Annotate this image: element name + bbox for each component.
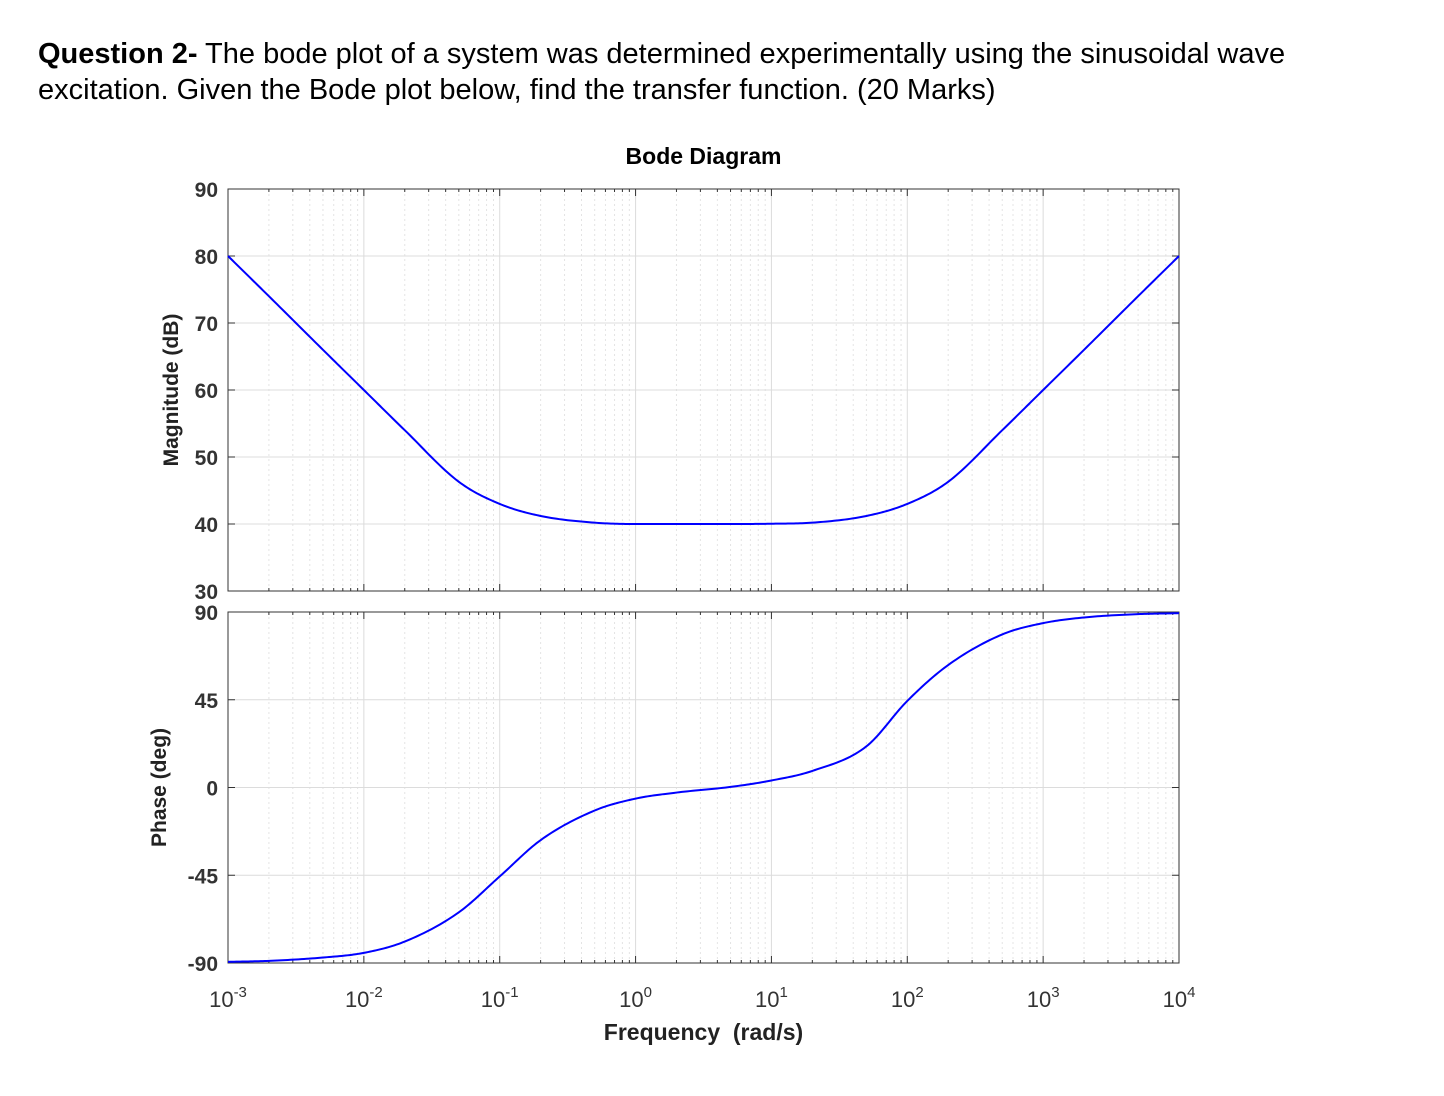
xtick-label: 104	[1163, 984, 1196, 1012]
phase-ytick-label: -45	[188, 865, 219, 888]
phase-series-line	[227, 612, 1180, 963]
phase-ytick-label: -90	[188, 953, 218, 976]
chart-title: Bode Diagram	[626, 143, 782, 169]
xtick-label: 100	[619, 984, 652, 1012]
xtick-label: 10-3	[209, 984, 247, 1012]
magnitude-ytick-label: 60	[195, 380, 218, 403]
phase-axes-frame	[227, 611, 1180, 964]
magnitude-ytick-label: 40	[195, 514, 218, 537]
magnitude-ytick-label: 50	[195, 447, 218, 470]
xtick-label: 102	[891, 984, 924, 1012]
xtick-label: 10-1	[481, 984, 519, 1012]
magnitude-ytick-label: 80	[195, 246, 218, 269]
xlabel: Frequency (rad/s)	[604, 1019, 803, 1045]
phase-ytick-label: 45	[195, 690, 219, 713]
question-label: Question 2-	[38, 38, 198, 70]
phase-ylabel: Phase (deg)	[148, 728, 171, 847]
magnitude-ylabel: Magnitude (dB)	[160, 314, 183, 467]
question-text: Question 2- The bode plot of a system wa…	[38, 36, 1418, 108]
magnitude-ytick-label: 70	[195, 313, 218, 336]
magnitude-ytick-label: 30	[195, 581, 218, 604]
magnitude-ytick-label: 90	[195, 179, 218, 202]
xtick-label: 10-2	[345, 984, 383, 1012]
magnitude-axes-frame	[227, 188, 1180, 592]
question-body: The bode plot of a system was determined…	[38, 38, 1286, 106]
xtick-label: 103	[1027, 984, 1060, 1012]
xtick-label: 101	[755, 984, 788, 1012]
phase-ytick-label: 0	[206, 778, 218, 801]
magnitude-series-line	[227, 255, 1180, 525]
phase-ytick-label: 90	[195, 602, 218, 625]
